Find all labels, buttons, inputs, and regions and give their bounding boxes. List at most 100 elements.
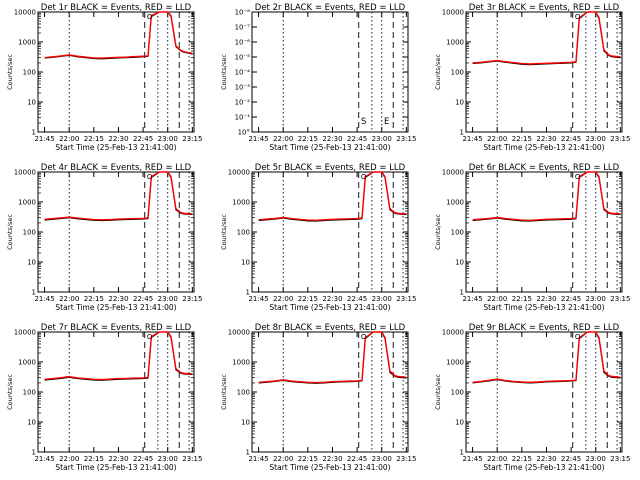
y-tick-label: 10° [238, 129, 250, 137]
x-axis-label: Start Time (25-Feb-13 21:41:00) [483, 463, 604, 472]
y-tick-label: 10⁻⁸ [235, 9, 251, 17]
x-axis-label: Start Time (25-Feb-13 21:41:00) [55, 303, 176, 312]
annotation-o: O [575, 333, 581, 341]
x-tick-label: 22:15 [84, 455, 104, 463]
x-tick-label: 23:15 [396, 295, 416, 303]
annotation-e: E [384, 117, 389, 127]
series-events [44, 11, 193, 60]
x-tick-label: 23:15 [610, 135, 630, 143]
y-tick-label: 10⁻⁵ [235, 54, 251, 62]
x-tick-label: 22:30 [322, 135, 342, 143]
y-tick-label: 1000 [232, 199, 250, 207]
series-lld [258, 331, 407, 384]
panel-det-6r: Det 6r BLACK = Events, RED = LLD 1 10 100 10… [434, 163, 630, 312]
annotation-s: S [361, 117, 366, 127]
y-tick-label: 10 [455, 419, 464, 427]
x-axis-label: Start Time (25-Feb-13 21:41:00) [55, 143, 176, 152]
panel-title: Det 4r BLACK = Events, RED = LLD [41, 163, 192, 173]
y-tick-label: 100 [451, 229, 464, 237]
x-tick-label: 22:00 [487, 135, 507, 143]
series-lld [472, 331, 621, 384]
y-tick-label: 10000 [14, 169, 36, 177]
y-axis-label: Counts/sec [220, 214, 228, 250]
x-tick-label: 22:45 [561, 135, 581, 143]
y-axis-label: Counts/sec [220, 374, 228, 410]
y-tick-label: 10 [455, 259, 464, 267]
x-tick-label: 22:30 [322, 455, 342, 463]
axis-frame [465, 331, 623, 453]
annotation-o: O [147, 333, 153, 341]
x-tick-label: 22:45 [347, 295, 367, 303]
panel-det-2r: Det 2r BLACK = Events, RED = LLD 10° 10⁻¹ 1… [220, 3, 416, 152]
panel-title: Det 1r BLACK = Events, RED = LLD [41, 3, 192, 13]
annotation-o: O [575, 173, 581, 181]
x-tick-label: 22:45 [133, 295, 153, 303]
y-tick-label: 1000 [446, 39, 464, 47]
x-tick-label: 23:00 [158, 455, 178, 463]
y-tick-label: 1 [460, 129, 464, 137]
y-tick-label: 1 [246, 289, 250, 297]
panel-title: Det 9r BLACK = Events, RED = LLD [469, 323, 620, 333]
annotation-o: O [575, 13, 581, 21]
y-tick-label: 100 [23, 389, 36, 397]
x-tick-label: 21:45 [248, 295, 268, 303]
x-tick-label: 22:30 [536, 455, 556, 463]
annotation-o: O [147, 173, 153, 181]
series-events [258, 331, 407, 384]
y-axis-label: Counts/sec [434, 374, 442, 410]
axis-frame [465, 11, 623, 133]
y-tick-label: 10⁻² [235, 99, 251, 107]
x-axis-label: Start Time (25-Feb-13 21:41:00) [269, 143, 390, 152]
y-tick-label: 10 [27, 99, 36, 107]
y-tick-label: 100 [237, 229, 250, 237]
y-axis-label: Counts/sec [220, 54, 228, 90]
x-tick-label: 23:15 [182, 135, 202, 143]
y-tick-label: 10⁻⁴ [235, 69, 251, 77]
y-tick-label: 10⁻³ [235, 84, 251, 92]
x-tick-label: 22:15 [512, 135, 532, 143]
x-axis-label: Start Time (25-Feb-13 21:41:00) [483, 143, 604, 152]
annotation-o: O [147, 13, 153, 21]
series-lld [44, 171, 193, 221]
x-tick-label: 22:15 [298, 135, 318, 143]
y-tick-label: 1 [460, 289, 464, 297]
x-tick-label: 22:15 [298, 455, 318, 463]
annotation-o: O [361, 173, 367, 181]
series-events [258, 171, 407, 222]
series-events [472, 11, 621, 66]
y-axis-label: Counts/sec [6, 374, 14, 410]
panel-title: Det 2r BLACK = Events, RED = LLD [255, 3, 406, 13]
y-tick-label: 1000 [18, 39, 36, 47]
x-axis-label: Start Time (25-Feb-13 21:41:00) [269, 463, 390, 472]
panel-det-8r: Det 8r BLACK = Events, RED = LLD 1 10 100 10… [220, 323, 416, 472]
x-axis-label: Start Time (25-Feb-13 21:41:00) [483, 303, 604, 312]
y-tick-label: 10 [27, 259, 36, 267]
x-tick-label: 22:00 [273, 135, 293, 143]
x-tick-label: 22:15 [298, 295, 318, 303]
series-events [472, 171, 621, 222]
series-lld [258, 171, 407, 222]
x-axis-label: Start Time (25-Feb-13 21:41:00) [269, 303, 390, 312]
x-tick-label: 23:00 [158, 135, 178, 143]
y-tick-label: 1000 [446, 199, 464, 207]
axis-frame [37, 171, 195, 293]
x-axis-label: Start Time (25-Feb-13 21:41:00) [55, 463, 176, 472]
series-events [472, 331, 621, 384]
x-tick-label: 23:00 [372, 295, 392, 303]
panel-det-7r: Det 7r BLACK = Events, RED = LLD 1 10 100 10… [6, 323, 202, 472]
y-tick-label: 1 [32, 449, 36, 457]
series-events [44, 331, 193, 381]
x-tick-label: 22:00 [273, 455, 293, 463]
y-tick-label: 100 [451, 389, 464, 397]
series-lld [44, 11, 193, 59]
y-tick-label: 10000 [442, 329, 464, 337]
x-tick-label: 22:45 [133, 455, 153, 463]
x-tick-label: 23:15 [610, 295, 630, 303]
y-axis-label: Counts/sec [434, 214, 442, 250]
x-tick-label: 22:00 [487, 455, 507, 463]
y-tick-label: 100 [451, 69, 464, 77]
y-tick-label: 1000 [18, 199, 36, 207]
y-tick-label: 100 [23, 69, 36, 77]
y-tick-label: 1000 [18, 359, 36, 367]
series-lld [472, 11, 621, 65]
